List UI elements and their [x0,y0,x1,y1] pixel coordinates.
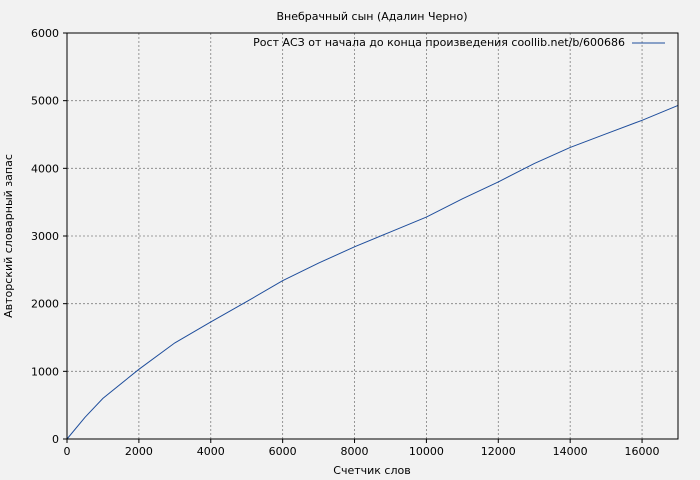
x-tick-label: 10000 [409,445,444,458]
x-tick-label: 4000 [197,445,225,458]
y-axis: 0 1000 2000 3000 4000 5000 6000 [31,27,67,446]
series-line [66,104,679,440]
y-tick-label: 0 [52,433,59,446]
legend-entry-label: Рост АСЗ от начала до конца произведения… [253,36,625,49]
y-tick-label: 6000 [31,27,59,40]
chart-title: Внебрачный сын (Адалин Черно) [277,10,468,23]
x-axis: 0 2000 4000 6000 8000 10000 12000 14000 16000 [64,439,660,458]
y-tick-label: 3000 [31,230,59,243]
x-tick-label: 0 [64,445,71,458]
x-tick-label: 6000 [269,445,297,458]
grid [67,33,678,439]
legend: Рост АСЗ от начала до конца произведения… [253,36,665,49]
y-tick-label: 2000 [31,298,59,311]
y-axis-label: Авторский словарный запас [2,154,15,318]
y-tick-label: 1000 [31,365,59,378]
y-tick-label: 4000 [31,162,59,175]
plot-area [66,104,679,440]
x-tick-label: 8000 [341,445,369,458]
x-tick-label: 12000 [481,445,516,458]
x-tick-label: 16000 [625,445,660,458]
x-tick-label: 2000 [125,445,153,458]
y-tick-label: 5000 [31,95,59,108]
x-tick-label: 14000 [553,445,588,458]
x-axis-label: Счетчик слов [333,464,410,477]
